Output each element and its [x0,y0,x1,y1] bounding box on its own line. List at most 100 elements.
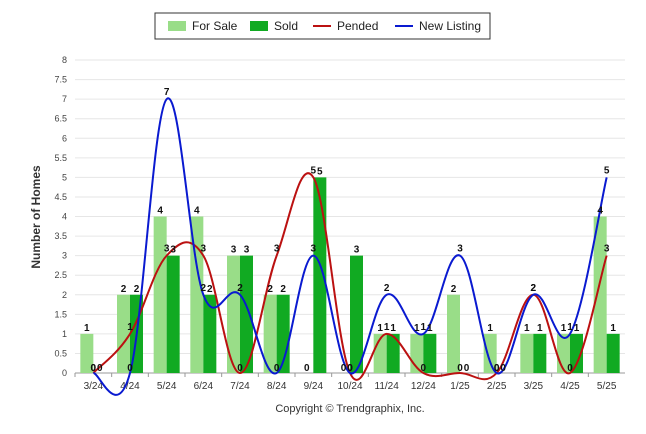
data-label: 5 [604,165,610,176]
data-label: 1 [427,323,433,334]
bar [153,216,167,373]
bar [570,333,583,373]
data-label: 1 [390,323,396,334]
data-label: 1 [610,323,616,334]
data-label: 0 [494,363,500,374]
y-tick-label: 2 [62,290,67,300]
data-label: 1 [414,323,420,334]
data-label: 2 [121,284,127,295]
data-label: 0 [347,363,353,374]
x-tick-label: 3/24 [84,381,104,392]
bar [533,333,547,373]
y-tick-label: 4 [62,212,67,222]
y-tick-label: 1.5 [54,309,67,319]
data-label: 2 [531,283,537,294]
bar [227,255,240,373]
data-label: 1 [537,323,543,334]
x-tick-label: 3/25 [524,381,544,392]
data-label: 2 [280,284,286,295]
x-tick-label: 4/25 [560,381,580,392]
data-label: 5 [317,166,323,177]
data-label: 1 [421,322,427,333]
bar [606,333,620,373]
data-label: 0 [457,363,463,374]
x-tick-label: 5/25 [597,381,617,392]
x-tick-label: 5/24 [157,381,177,392]
bar [520,333,534,373]
data-label: 0 [274,363,280,374]
data-label: 2 [134,284,140,295]
x-tick-label: 10/24 [337,381,362,392]
data-label: 5 [311,165,317,176]
data-label: 3 [354,245,360,256]
data-label: 0 [91,363,97,374]
x-tick-label: 6/24 [194,381,214,392]
data-label: 0 [91,363,97,374]
y-tick-label: 5.5 [54,153,67,163]
data-label: 2 [207,284,213,295]
data-label: 2 [201,283,207,294]
data-label: 2 [451,284,457,295]
lines-layer [92,97,608,396]
data-label: 3 [170,245,176,256]
legend-swatch [250,21,268,31]
data-label: 0 [237,363,243,374]
x-tick-label: 8/24 [267,381,287,392]
series-line [92,97,608,396]
x-tick-label: 11/24 [375,381,400,392]
data-label: 3 [274,244,280,255]
data-label: 0 [567,363,573,374]
data-label: 2 [267,284,273,295]
bar [80,333,94,373]
bar [166,255,180,373]
data-label: 0 [421,363,427,374]
legend-label: Pended [337,19,378,33]
bars-layer [80,177,620,373]
legend-label: New Listing [419,19,481,33]
data-label: 3 [311,244,317,255]
data-label: 1 [384,322,390,333]
data-label: 0 [97,363,103,374]
legend-label: For Sale [192,19,238,33]
bar [263,294,277,373]
data-label: 3 [201,244,207,255]
data-label: 1 [487,323,493,334]
data-label: 4 [157,206,163,217]
legend-swatch [168,21,186,31]
data-label: 3 [457,244,463,255]
bar [447,294,460,373]
bar [386,333,400,373]
bar [240,255,253,373]
bar [350,255,363,373]
x-tick-label: 7/24 [230,381,250,392]
copyright-footer: Copyright © Trendgraphix, Inc. [275,403,424,415]
data-label: 0 [500,363,506,374]
data-label: 2 [384,283,390,294]
bar [190,216,204,373]
data-label: 1 [377,323,383,334]
data-label: 0 [464,363,470,374]
bar [423,333,437,373]
y-tick-label: 1 [62,329,67,339]
data-label: 0 [304,363,310,374]
data-label: 2 [237,283,243,294]
bar [593,216,607,373]
data-label: 1 [127,322,133,333]
data-label: 1 [524,323,530,334]
bar [483,333,497,373]
data-label: 0 [494,363,500,374]
x-tick-label: 4/24 [120,381,140,392]
data-label: 4 [194,206,200,217]
y-tick-label: 6.5 [54,114,67,124]
data-label: 3 [164,244,170,255]
data-label: 3 [604,244,610,255]
y-tick-label: 3.5 [54,231,67,241]
data-label: 4 [597,206,603,217]
data-label: 0 [347,363,353,374]
bar [117,294,130,373]
x-tick-label: 1/25 [450,381,470,392]
y-tick-label: 7 [62,94,67,104]
data-label: 0 [127,363,133,374]
